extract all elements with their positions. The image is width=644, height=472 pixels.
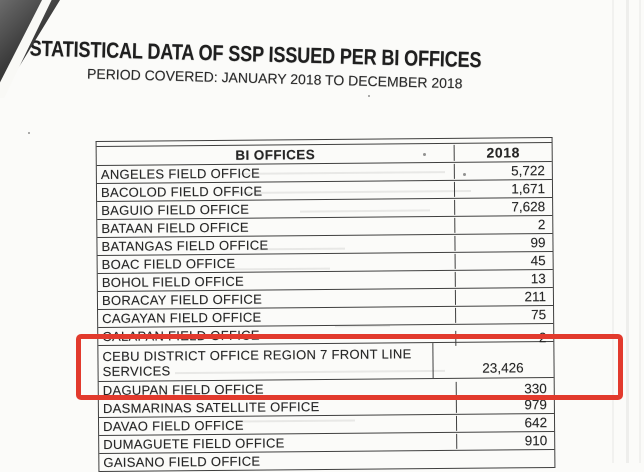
scan-speck: [423, 153, 426, 156]
ssp-statistics-table: BI OFFICES 2018 ANGELES FIELD OFFICE 5,7…: [95, 137, 556, 472]
value-cell: 211: [454, 289, 554, 305]
scan-edge-streak: [626, 0, 629, 463]
value-cell: [456, 458, 555, 460]
column-header-2018: 2018: [453, 144, 552, 161]
value-cell: 75: [455, 307, 554, 323]
value-cell: 13: [454, 271, 553, 287]
value-cell: 5,722: [453, 163, 552, 179]
value-cell: 45: [454, 253, 553, 269]
office-cell: DUMAGUETE FIELD OFFICE: [103, 435, 285, 452]
value-cell: 642: [455, 415, 555, 431]
office-cell: BATAAN FIELD OFFICE: [101, 219, 249, 236]
scan-speck: [28, 132, 30, 134]
value-cell: 7,628: [454, 199, 553, 215]
office-cell: BOAC FIELD OFFICE: [101, 255, 236, 272]
scan-edge-streak: [612, 0, 614, 463]
highlight-annotation-box: [76, 334, 623, 400]
office-cell: BORACAY FIELD OFFICE: [101, 291, 263, 308]
office-cell: BACOLOD FIELD OFFICE: [100, 183, 263, 200]
office-cell: BAGUIO FIELD OFFICE: [101, 201, 250, 218]
scan-speck: [368, 95, 370, 97]
document-header: STATISTICAL DATA OF SSP ISSUED PER BI OF…: [29, 36, 481, 92]
scan-speck: [463, 173, 466, 176]
table-row: GAISANO FIELD OFFICE: [99, 450, 555, 472]
office-cell: ANGELES FIELD OFFICE: [100, 165, 261, 182]
office-cell: BOHOL FIELD OFFICE: [101, 273, 245, 290]
value-cell: 910: [456, 433, 555, 449]
scan-edge-streak: [639, 0, 641, 463]
office-cell: CAGAYAN FIELD OFFICE: [102, 309, 262, 326]
column-header-bi-offices: BI OFFICES: [235, 146, 316, 163]
office-cell: DAVAO FIELD OFFICE: [102, 417, 244, 434]
office-cell: GAISANO FIELD OFFICE: [103, 453, 261, 470]
office-cell: BATANGAS FIELD OFFICE: [101, 237, 269, 254]
office-cell: DASMARINAS SATELLITE OFFICE: [102, 399, 320, 416]
value-cell: 2: [454, 217, 553, 233]
value-cell: 1,671: [453, 181, 553, 197]
value-cell: 99: [454, 235, 553, 251]
